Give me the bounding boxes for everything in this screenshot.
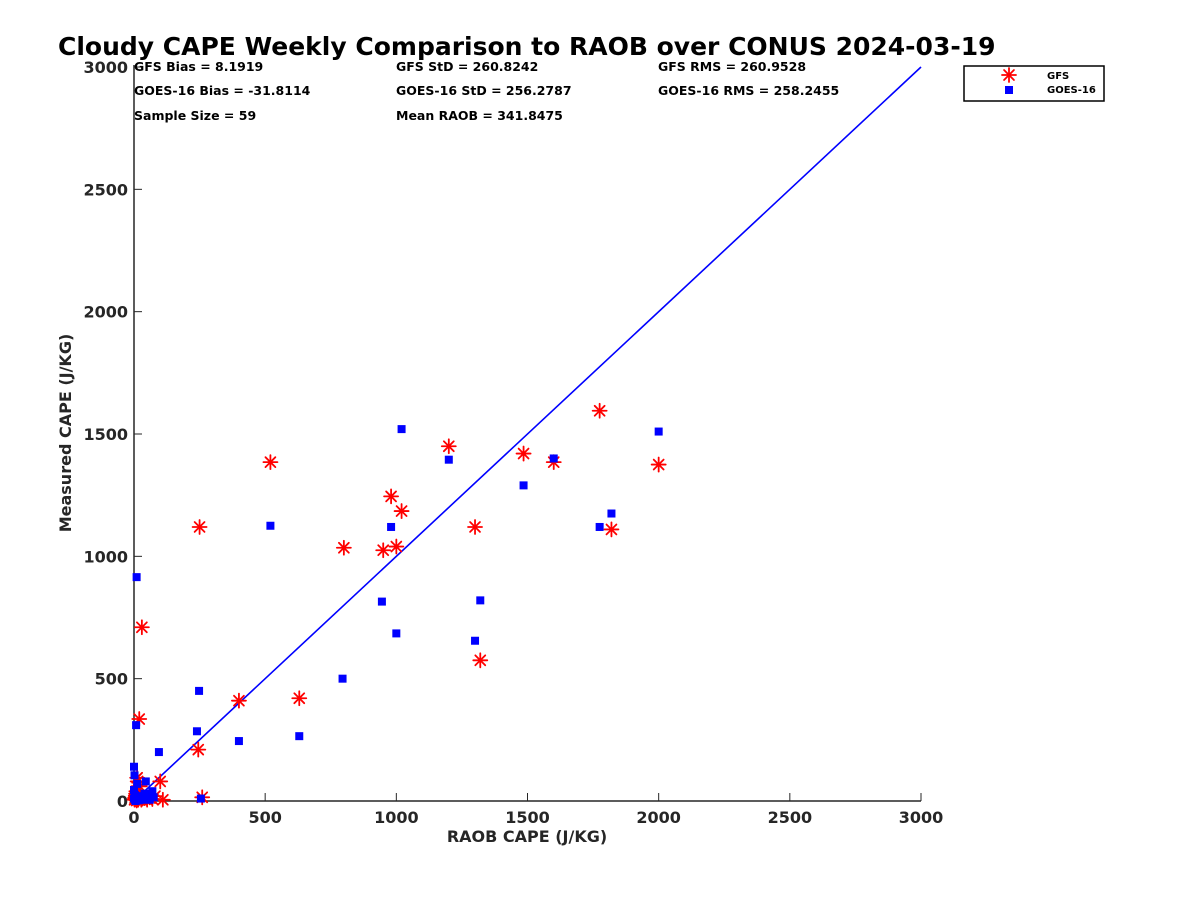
goes16-point: [196, 794, 205, 803]
gfs-point: [191, 519, 208, 535]
stats-block: GFS Bias = 8.1919 GFS StD = 260.8242 GFS…: [134, 59, 839, 123]
stat-gfs-std: GFS StD = 260.8242: [396, 59, 538, 74]
legend-gfs-asterisk: [1001, 67, 1017, 83]
x-tick-label: 0: [128, 808, 139, 827]
gfs-point: [472, 652, 489, 669]
stat-mean-raob: Mean RAOB = 341.8475: [396, 108, 563, 123]
goes16-point: [387, 522, 396, 531]
gfs-point: [190, 741, 207, 758]
goes16-point: [132, 573, 141, 582]
gfs-point: [388, 538, 405, 555]
y-tick-label: 0: [117, 792, 128, 811]
goes16-point: [130, 762, 138, 771]
gfs-point: [152, 773, 169, 790]
stat-goes-std: GOES-16 StD = 256.2787: [396, 83, 572, 98]
y-tick-label: 500: [95, 670, 128, 689]
goes16-point: [149, 793, 158, 802]
plot-area: 0 500 1000 1500 2000 2500 3000 0 500 1000 1500 2000…: [83, 58, 943, 827]
goes16-point: [654, 427, 663, 436]
gfs-point: [393, 503, 410, 519]
goes16-point: [519, 481, 528, 490]
legend-goes-label: GOES-16: [1047, 85, 1096, 96]
goes16-point: [607, 509, 616, 518]
x-tick-label: 2500: [768, 808, 813, 827]
gfs-point: [603, 521, 620, 538]
stat-goes-bias: GOES-16 Bias = -31.8114: [134, 83, 311, 98]
chart-title: Cloudy CAPE Weekly Comparison to RAOB ov…: [58, 32, 996, 61]
y-tick-label: 3000: [83, 58, 128, 77]
stat-goes-rms: GOES-16 RMS = 258.2455: [658, 83, 839, 98]
stat-gfs-bias: GFS Bias = 8.1919: [134, 59, 263, 74]
stat-sample-size: Sample Size = 59: [134, 108, 256, 123]
goes16-point: [392, 629, 401, 638]
gfs-point: [291, 690, 308, 707]
goes16-point: [137, 795, 146, 804]
goes16-point: [148, 787, 157, 796]
goes16-point: [266, 521, 275, 530]
stat-gfs-rms: GFS RMS = 260.9528: [658, 59, 806, 74]
legend-box: [963, 65, 1105, 102]
goes16-point: [195, 686, 204, 695]
goes16-point: [476, 596, 485, 605]
goes16-point: [444, 455, 453, 464]
y-axis-label: Measured CAPE (J/KG): [56, 334, 75, 533]
goes16-point: [295, 732, 304, 741]
gfs-point: [262, 454, 279, 471]
goes16-point: [234, 737, 243, 746]
goes16-point: [397, 425, 406, 434]
legend-gfs-label: GFS: [1047, 71, 1069, 82]
gfs-point: [154, 791, 171, 808]
gfs-point: [133, 619, 150, 636]
x-tick-label: 2000: [636, 808, 681, 827]
x-tick-label: 1500: [505, 808, 550, 827]
goes16-point: [130, 785, 138, 794]
gfs-point: [591, 402, 608, 419]
y-tick-label: 2000: [83, 303, 128, 322]
goes16-point: [130, 771, 139, 780]
goes16-point: [132, 721, 141, 730]
y-tick-label: 1500: [83, 425, 128, 444]
goes16-point: [471, 636, 480, 645]
legend: GFS GOES-16: [963, 65, 1105, 102]
goes16-point: [192, 727, 201, 736]
gfs-point: [375, 542, 392, 559]
legend-goes-marker: [1005, 86, 1013, 94]
gfs-point: [231, 692, 247, 709]
one-to-one-line: [133, 66, 922, 802]
series-layer: [126, 402, 667, 809]
goes16-point: [141, 777, 150, 786]
gfs-point: [467, 519, 483, 535]
x-tick-label: 3000: [899, 808, 944, 827]
x-axis-label: RAOB CAPE (J/KG): [447, 827, 607, 846]
gfs-point: [650, 456, 667, 473]
goes16-point: [140, 789, 149, 798]
legend-gfs-marker: [1001, 67, 1017, 83]
x-tick-label: 1000: [374, 808, 419, 827]
goes16-point: [595, 522, 604, 531]
y-tick-label: 1000: [83, 547, 128, 566]
gfs-point: [515, 445, 532, 462]
goes16-point: [133, 779, 142, 788]
goes16-point: [154, 748, 163, 757]
goes16-point: [549, 454, 558, 463]
gfs-point: [440, 438, 457, 455]
goes16-point: [338, 674, 347, 683]
gfs-point: [335, 539, 352, 556]
x-tick-label: 500: [248, 808, 281, 827]
goes16-point: [377, 597, 386, 606]
y-tick-label: 2500: [83, 180, 128, 199]
gfs-point: [383, 488, 399, 505]
